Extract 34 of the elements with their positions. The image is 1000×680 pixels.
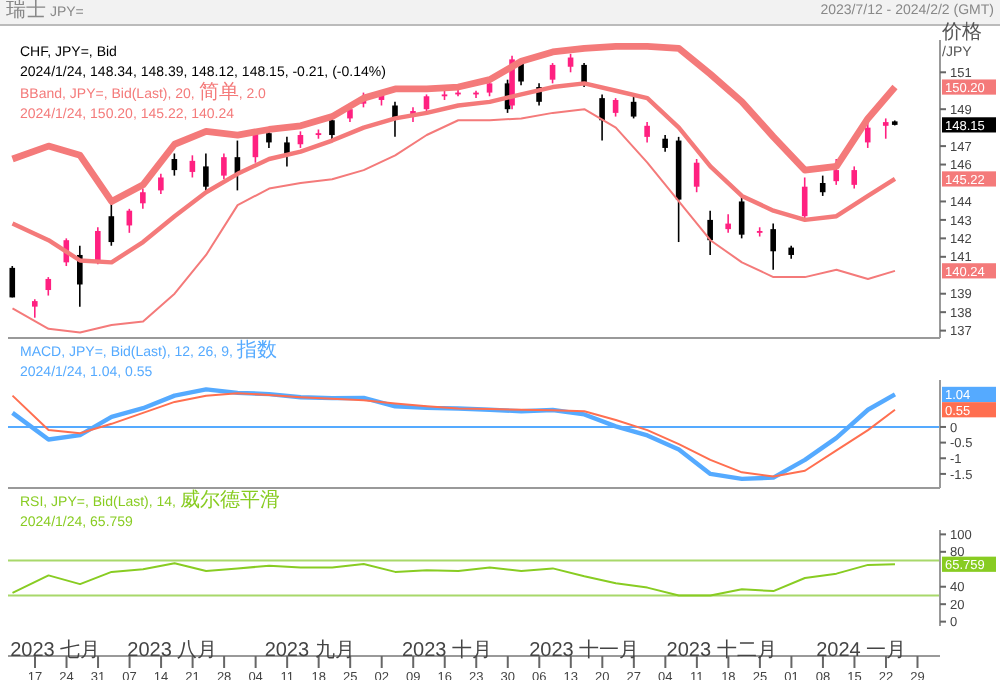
text: 2023 十二月 — [666, 638, 777, 663]
candlestick — [549, 62, 556, 85]
candlestick — [707, 209, 713, 256]
candlestick — [9, 265, 16, 299]
text: 2023 八月 — [127, 640, 218, 663]
candlestick — [630, 95, 637, 120]
candlestick — [738, 195, 745, 240]
candlestick — [693, 158, 700, 194]
text: 2023 十一月 — [529, 638, 640, 663]
candlestick — [644, 121, 650, 144]
candlestick — [851, 165, 858, 190]
candlestick — [612, 97, 619, 118]
candlestick — [45, 276, 52, 297]
text: 2023 九月 — [264, 638, 355, 663]
candlestick — [801, 176, 808, 221]
candlestick — [203, 152, 209, 194]
candlestick — [599, 93, 605, 142]
candlestick — [819, 174, 826, 197]
candlestick — [140, 187, 146, 210]
candlestick — [423, 93, 430, 114]
candlestick — [31, 298, 38, 319]
candlestick — [108, 200, 115, 247]
candlestick — [221, 152, 227, 181]
line-series — [9, 43, 899, 205]
candlestick — [864, 121, 871, 149]
line-series — [11, 562, 896, 597]
candlestick — [725, 213, 731, 234]
text: 2023 十月 — [401, 638, 493, 663]
candlestick — [882, 117, 889, 140]
line-series — [11, 108, 896, 334]
candlestick — [770, 222, 776, 271]
text: 2024 一月 — [816, 640, 907, 663]
text: 2023 七月 — [10, 638, 101, 663]
candlestick — [158, 172, 164, 195]
